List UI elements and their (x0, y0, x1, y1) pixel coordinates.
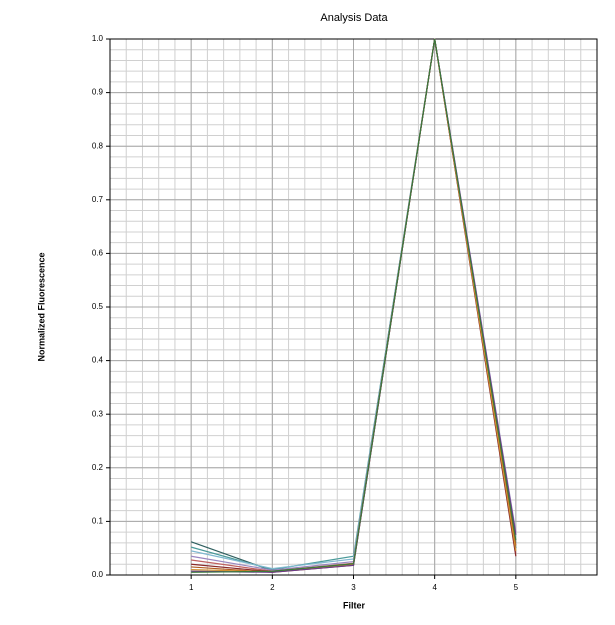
y-tick-label: 0.2 (92, 463, 104, 472)
y-tick-label: 0.6 (92, 249, 104, 258)
y-tick-label: 0.8 (92, 141, 104, 150)
y-tick-label: 0.3 (92, 409, 104, 418)
series-line (191, 38, 517, 573)
y-tick-label: 0.5 (92, 302, 104, 311)
x-tick-label: 5 (514, 583, 519, 592)
y-tick-label: 0.9 (92, 88, 104, 97)
x-tick-label: 3 (351, 583, 356, 592)
y-tick-label: 0.0 (92, 570, 104, 579)
x-tick-label: 1 (189, 583, 194, 592)
y-tick-label: 0.7 (92, 195, 104, 204)
x-tick-label: 2 (270, 583, 275, 592)
plot-border (109, 38, 598, 576)
y-tick-label: 0.1 (92, 517, 104, 526)
chart-title: Analysis Data (320, 12, 388, 24)
y-axis-label: Normalized Fluorescence (36, 252, 46, 361)
y-tick-label: 1.0 (92, 34, 104, 43)
x-tick-label: 4 (432, 583, 437, 592)
y-tick-label: 0.4 (92, 356, 104, 365)
x-axis-label: Filter (343, 600, 366, 610)
